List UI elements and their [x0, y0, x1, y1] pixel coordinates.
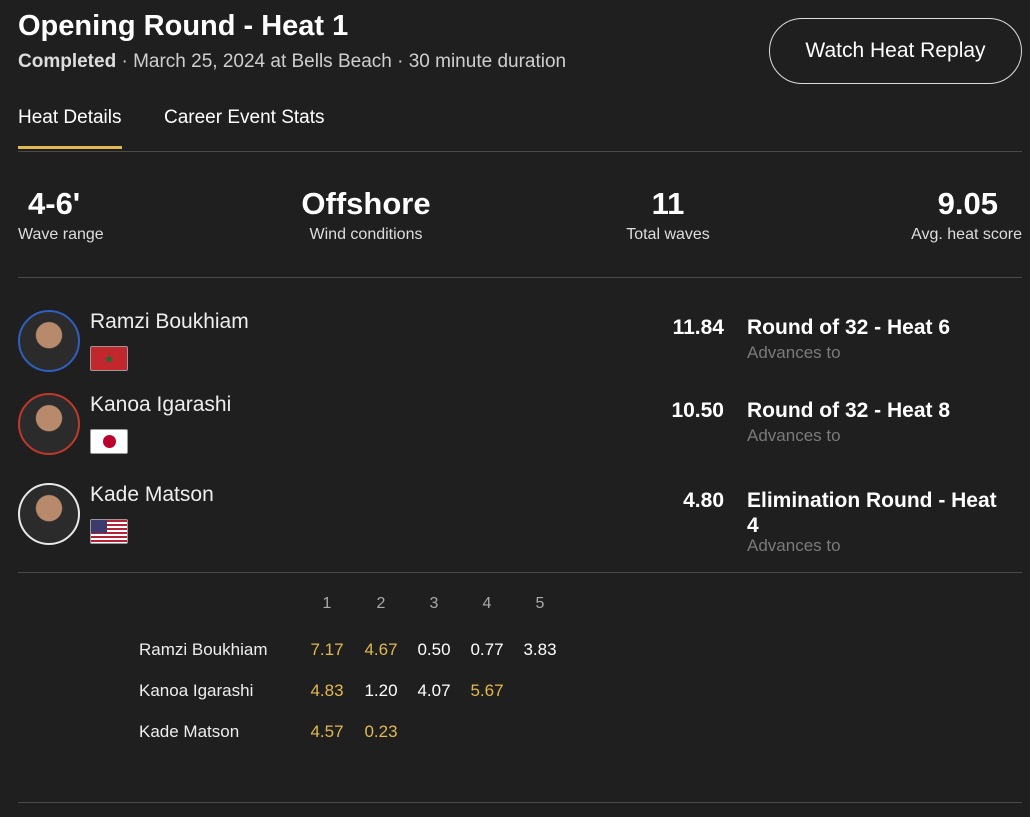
wave-row-surfer-name: Kade Matson: [139, 722, 240, 741]
wave-number-header: 5: [535, 595, 545, 612]
wave-number-header: 4: [482, 595, 492, 612]
wave-number-header: 2: [376, 595, 386, 612]
wave-score[interactable]: 4.07: [417, 681, 451, 700]
wave-number-header: 1: [322, 595, 332, 612]
advances-label: Advances to: [747, 426, 841, 445]
surfer-avatar: [18, 483, 80, 545]
wave-row-surfer-name: Ramzi Boukhiam: [139, 640, 268, 659]
surfer-name[interactable]: Kade Matson: [90, 483, 214, 506]
flag-usa-icon: [90, 519, 128, 544]
divider: [18, 802, 1022, 803]
wave-score[interactable]: 7.17: [310, 640, 344, 659]
flag-japan-icon: [90, 429, 128, 454]
surfer-avatar: [18, 393, 80, 455]
stat-avg-heat-score: 9.05 Avg. heat score: [911, 186, 1022, 243]
surfer-heat-score: 11.84: [672, 316, 724, 339]
wave-row-surfer-name: Kanoa Igarashi: [139, 681, 254, 700]
page-title: Opening Round - Heat 1: [18, 10, 349, 42]
next-heat[interactable]: Round of 32 - Heat 6: [747, 316, 951, 339]
surfer-heat-score: 4.80: [683, 489, 724, 512]
advances-label: Advances to: [747, 343, 841, 362]
divider: [18, 277, 1022, 278]
next-heat[interactable]: Round of 32 - Heat 8: [747, 399, 951, 422]
surfer-name[interactable]: Ramzi Boukhiam: [90, 310, 249, 333]
surfer-avatar: [18, 310, 80, 372]
heat-subtitle: Completed · March 25, 2024 at Bells Beac…: [18, 51, 566, 73]
watch-heat-replay-button[interactable]: Watch Heat Replay: [769, 18, 1022, 84]
wave-number-header: 3: [429, 595, 439, 612]
wave-score[interactable]: 0.23: [364, 722, 398, 741]
tab-career-event-stats[interactable]: Career Event Stats: [164, 107, 325, 128]
wave-score[interactable]: 3.83: [523, 640, 557, 659]
wave-score[interactable]: 4.83: [310, 681, 344, 700]
wave-score[interactable]: 4.57: [310, 722, 344, 741]
advances-label: Advances to: [747, 536, 841, 555]
stat-wave-range: 4-6' Wave range: [18, 186, 104, 243]
wave-score[interactable]: 0.77: [470, 640, 504, 659]
stat-wind-conditions: Offshore Wind conditions: [301, 186, 431, 243]
divider: [18, 151, 1022, 152]
wave-score[interactable]: 5.67: [470, 681, 504, 700]
stat-total-waves: 11 Total waves: [626, 186, 710, 243]
heat-details: · March 25, 2024 at Bells Beach · 30 min…: [116, 51, 567, 72]
heat-status: Completed: [18, 51, 117, 72]
tab-heat-details[interactable]: Heat Details: [18, 107, 122, 149]
flag-morocco-icon: ★: [90, 346, 128, 371]
wave-score[interactable]: 1.20: [364, 681, 398, 700]
wave-score[interactable]: 0.50: [417, 640, 451, 659]
wave-score[interactable]: 4.67: [364, 640, 398, 659]
surfer-heat-score: 10.50: [671, 399, 724, 422]
divider: [18, 572, 1022, 573]
next-heat[interactable]: Elimination Round - Heat 4: [747, 489, 997, 537]
surfer-name[interactable]: Kanoa Igarashi: [90, 393, 232, 416]
